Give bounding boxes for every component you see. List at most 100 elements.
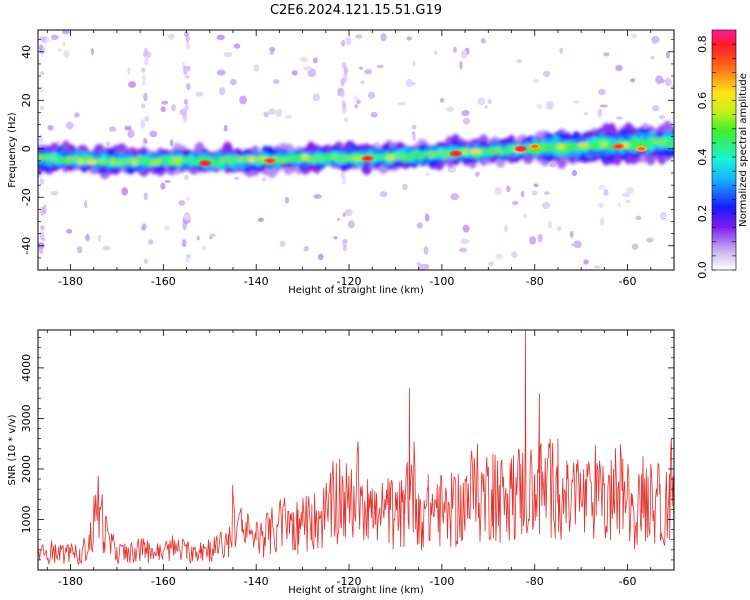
- noise-blob: [583, 259, 589, 265]
- band-bright-cell: [130, 160, 138, 166]
- noise-blob: [47, 125, 54, 131]
- noise-blob: [533, 183, 539, 187]
- band-cell: [293, 154, 303, 160]
- noise-blob: [223, 125, 228, 132]
- band-cell: [651, 137, 658, 145]
- band-cell: [628, 139, 636, 149]
- noise-streak: [141, 223, 146, 231]
- noise-blob: [333, 236, 338, 240]
- noise-blob: [284, 196, 290, 204]
- noise-streak: [182, 114, 188, 123]
- band-cell: [56, 157, 65, 163]
- noise-streak: [39, 178, 45, 185]
- noise-blob: [74, 112, 80, 118]
- snr-panel: -180 -160 -140 -120 -100 -80 -60 1000 2000 3000 40…: [7, 329, 675, 596]
- noise-blob: [529, 236, 537, 245]
- hotspot: [517, 147, 525, 151]
- noise-streak: [342, 238, 347, 244]
- noise-blob: [65, 121, 74, 130]
- noise-blob: [127, 129, 135, 139]
- hotspot: [201, 161, 209, 166]
- noise-blob: [102, 245, 111, 251]
- noise-streak: [340, 40, 346, 47]
- noise-blob: [532, 190, 538, 196]
- noise-blob: [127, 67, 131, 75]
- noise-blob: [239, 95, 248, 105]
- noise-blob: [183, 212, 191, 221]
- noise-streak: [183, 65, 188, 76]
- band-bright-cell: [600, 142, 608, 147]
- noise-streak: [341, 61, 347, 69]
- band-cell: [590, 141, 600, 150]
- noise-blob: [50, 191, 59, 196]
- noise-streak: [143, 139, 148, 145]
- noise-blob: [423, 246, 429, 255]
- noise-streak: [39, 36, 44, 41]
- noise-blob: [512, 200, 519, 206]
- band-cell: [605, 142, 615, 150]
- noise-blob: [549, 162, 557, 168]
- noise-blob: [57, 48, 63, 52]
- noise-blob: [571, 170, 578, 177]
- noise-streak: [183, 31, 189, 37]
- snr-frame: [37, 329, 675, 571]
- noise-blob: [405, 78, 413, 88]
- noise-blob: [171, 104, 176, 112]
- noise-streak: [39, 45, 44, 55]
- band-cell: [285, 157, 296, 162]
- noise-streak: [41, 36, 46, 43]
- noise-blob: [475, 171, 480, 177]
- x-tick-label: -180: [58, 575, 83, 588]
- noise-blob: [148, 239, 154, 245]
- noise-blob: [453, 46, 457, 53]
- band-bright-cell: [279, 158, 288, 164]
- noise-blob: [650, 56, 655, 60]
- noise-blob: [532, 79, 539, 84]
- noise-blob: [670, 84, 674, 89]
- noise-blob: [279, 240, 286, 247]
- noise-blob: [480, 38, 487, 44]
- noise-streak: [142, 223, 147, 231]
- noise-blob: [370, 111, 378, 118]
- heatmap-content: [38, 30, 674, 270]
- noise-streak: [38, 138, 44, 143]
- noise-streak: [39, 71, 45, 76]
- noise-blob: [76, 246, 83, 254]
- x-tick-label: -60: [619, 275, 637, 288]
- noise-blob: [57, 139, 61, 144]
- noise-blob: [42, 35, 50, 44]
- noise-blob: [209, 233, 216, 237]
- noise-blob: [169, 139, 174, 147]
- colorbar-tick-label: 0.0: [696, 261, 709, 279]
- noise-blob: [219, 87, 226, 96]
- noise-blob: [484, 105, 488, 109]
- noise-blob: [406, 36, 412, 41]
- heatmap-hotspots: [199, 143, 648, 167]
- noise-blob: [459, 60, 463, 70]
- noise-blob: [184, 75, 191, 79]
- noise-blob: [216, 34, 225, 41]
- band-bright-cell: [301, 154, 308, 160]
- noise-streak: [343, 239, 348, 244]
- noise-blob: [376, 64, 384, 69]
- noise-blob: [556, 225, 562, 232]
- band-cell: [331, 154, 339, 161]
- noise-blob: [617, 202, 622, 208]
- colorbar-tick-label: 0.8: [696, 35, 709, 53]
- noise-blob: [164, 179, 171, 184]
- noise-blob: [61, 30, 70, 35]
- noise-streak: [140, 119, 146, 129]
- noise-blob: [367, 91, 376, 99]
- noise-blob: [598, 202, 604, 208]
- y-tick-label: 4000: [20, 354, 33, 382]
- noise-blob: [168, 33, 175, 40]
- noise-blob: [269, 46, 276, 53]
- noise-blob: [522, 213, 527, 219]
- noise-streak: [185, 196, 190, 201]
- snr-background: [38, 330, 674, 570]
- noise-blob: [142, 50, 152, 59]
- x-tick-label: -140: [244, 575, 269, 588]
- noise-blob: [307, 68, 317, 78]
- heatmap-axes: -180 -160 -140 -120 -100 -80 -60 -40 -20 0 20 40: [20, 30, 675, 288]
- noise-blob: [380, 33, 387, 42]
